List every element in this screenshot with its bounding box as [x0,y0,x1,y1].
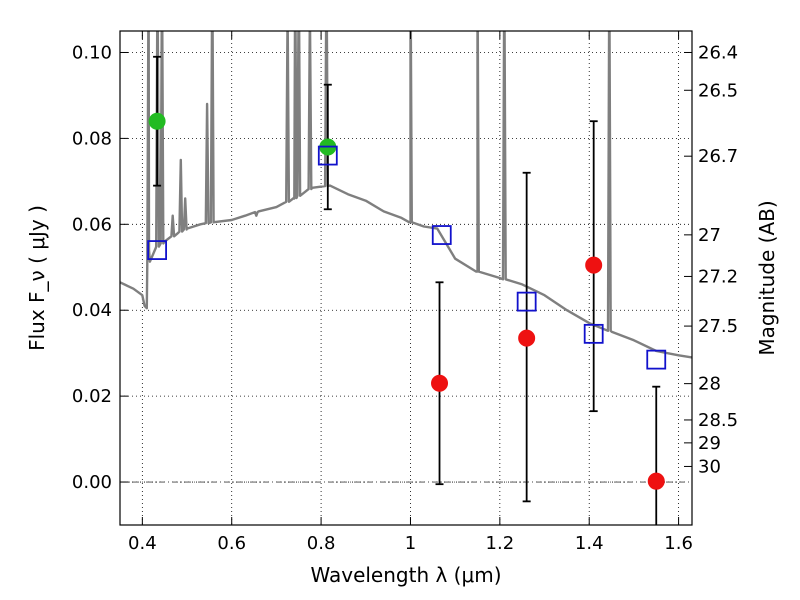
model-band-point [147,240,167,260]
model-spectrum-line [120,31,692,359]
grid [120,31,692,525]
y2-tick-label: 28.5 [698,410,738,431]
y2-axis-label: Magnitude (AB) [755,200,779,355]
y2-tick-label: 28 [698,374,721,395]
x-tick-label: 0.4 [128,533,157,554]
y2-tick-label: 30 [698,456,721,477]
axis-ticks: 0.4 0.6 0.8 1 1.2 1.4 1.6 0.00 0.02 0.04 0.06 0.08 0… [72,31,738,554]
model-spectrum [120,31,692,359]
y2-tick-label: 27.5 [698,316,738,337]
y2-tick-label: 27 [698,225,721,246]
y-tick-label: 0.04 [72,300,112,321]
y-axis-label: Flux F_ν ( μJy ) [25,205,49,351]
x-tick-label: 1.4 [575,533,604,554]
y-tick-label: 0.08 [72,128,112,149]
model-band-point [583,323,604,344]
y2-tick-label: 26.5 [698,80,738,101]
y-tick-label: 0.06 [72,214,112,235]
x-tick-label: 0.6 [217,533,246,554]
red-data-point [431,374,449,392]
model-band-point [431,225,452,245]
x-tick-label: 0.8 [307,533,336,554]
x-tick-label: 1 [405,533,416,554]
x-tick-label: 1.6 [664,533,693,554]
y2-tick-label: 29 [698,433,721,454]
model-band-point [317,145,338,166]
y-tick-label: 0.02 [72,386,112,407]
x-axis-label: Wavelength λ (μm) [310,563,501,587]
green-data-point [148,112,166,130]
y2-tick-label: 27.2 [698,266,738,287]
red-data-point [518,329,536,347]
model-band-point [646,349,667,370]
y-tick-label: 0.10 [72,42,112,63]
y2-tick-label: 26.7 [698,146,738,167]
red-data-point [647,472,665,490]
red-data-point [585,256,603,274]
y-tick-label: 0.00 [72,472,112,493]
model-band-point [516,291,537,312]
data-points [147,55,667,525]
y2-tick-label: 26.4 [698,42,738,63]
x-tick-label: 1.2 [486,533,515,554]
plot-frame [119,30,693,526]
